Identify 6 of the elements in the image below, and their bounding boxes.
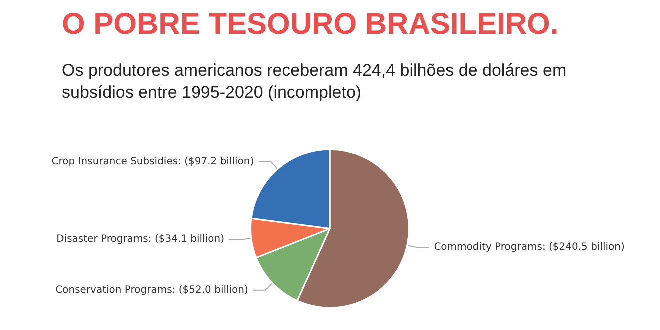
slice-label: Disaster Programs: ($34.1 billion) [56,234,225,246]
slice-label: Commodity Programs: ($240.5 billion) [434,242,625,254]
chart-subtitle: Os produtores americanos receberam 424,4 bilhões de doláres em subsídios entre 1995-2020 (incompleto) [62,60,568,104]
chart-title: O POBRE TESOURO BRASILEIRO. [62,8,559,42]
slice-label: Conservation Programs: ($52.0 billion) [56,284,249,296]
slice-label: Crop Insurance Subsidies: ($97.2 billion) [52,156,254,168]
